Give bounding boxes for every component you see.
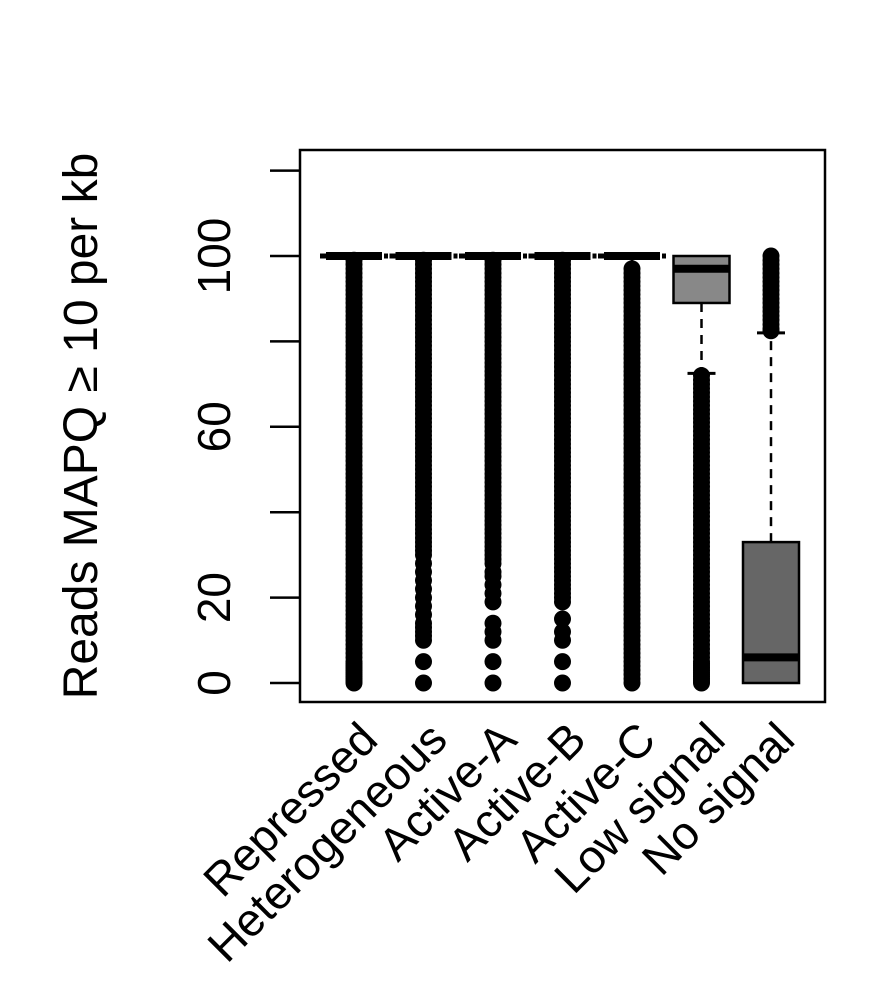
box-group <box>320 251 388 692</box>
box-group <box>389 251 458 692</box>
y-tick-label: 100 <box>188 218 240 295</box>
outlier-point <box>554 610 571 628</box>
outlier-point <box>554 623 571 641</box>
outlier-point <box>484 653 502 671</box>
outlier-point <box>693 367 710 385</box>
outlier-point <box>415 653 432 671</box>
plot-marks <box>320 247 801 692</box>
outlier-point <box>484 674 502 692</box>
y-tick-label: 60 <box>188 401 240 452</box>
y-tick-label: 20 <box>188 572 240 623</box>
outlier-point <box>554 674 571 692</box>
y-tick-label: 0 <box>188 670 240 696</box>
outlier-point <box>415 674 432 692</box>
y-axis: 0 20 60 100 <box>188 169 300 696</box>
box-group <box>672 254 731 692</box>
y-axis-label: Reads MAPQ ≥ 10 per kb <box>55 153 108 700</box>
box-group <box>528 251 597 692</box>
outlier-point <box>623 260 641 278</box>
outlier-point <box>484 614 502 632</box>
outlier-point <box>762 247 780 265</box>
box-body <box>672 254 731 305</box>
outlier-point <box>554 653 571 671</box>
box-body <box>741 540 801 685</box>
box-group <box>598 252 666 692</box>
box-group <box>459 251 527 692</box>
box-group <box>741 247 801 685</box>
